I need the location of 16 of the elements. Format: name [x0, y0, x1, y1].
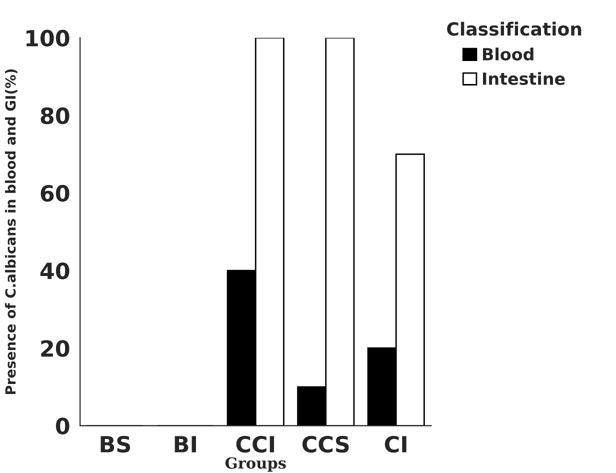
- x-tick-label: BI: [174, 436, 196, 452]
- y-tick-label: 0: [56, 418, 70, 434]
- x-tick-label: CCS: [302, 436, 349, 453]
- legend-label: Intestine: [483, 72, 565, 85]
- x-tick-label: CCI: [236, 436, 274, 453]
- legend-title: Classification: [447, 22, 582, 36]
- x-tick-label: BS: [100, 436, 130, 453]
- y-tick-label: 100: [26, 30, 70, 47]
- x-tick-label: CI: [384, 436, 406, 453]
- y-axis-title: Presence of C.albicans in blood and GI(%): [4, 69, 18, 394]
- y-tick-label: 40: [40, 262, 70, 280]
- legend-label: Blood: [483, 48, 534, 61]
- y-tick-label: 20: [41, 340, 70, 357]
- y-tick-label: 80: [40, 107, 70, 124]
- y-tick-label: 60: [40, 184, 70, 202]
- x-axis-title: Groups: [225, 457, 286, 472]
